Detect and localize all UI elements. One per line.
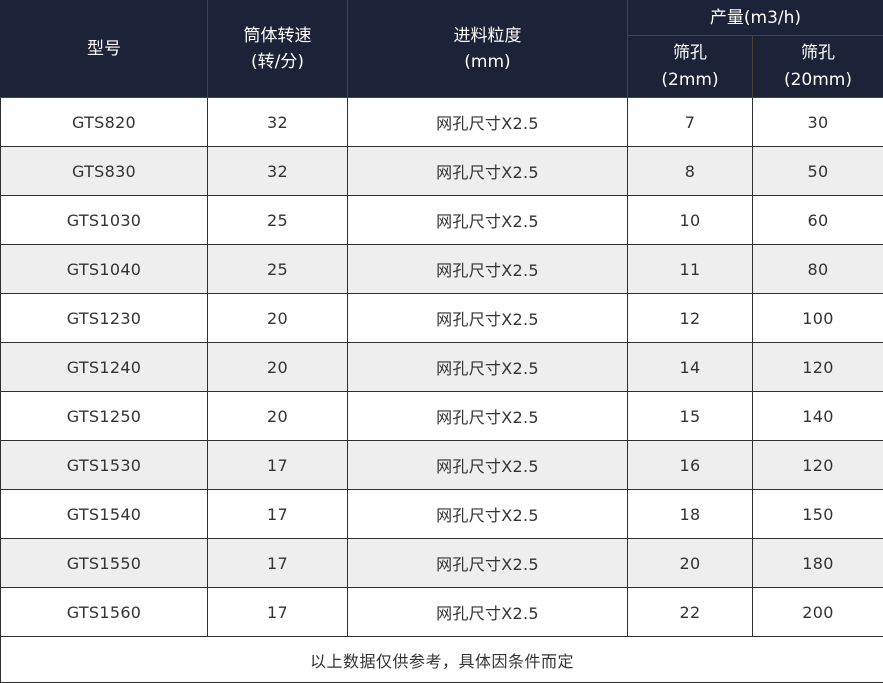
cell-output-sieve-2mm: 8 xyxy=(628,147,753,196)
cell-drum-speed: 17 xyxy=(208,588,348,637)
cell-output-sieve-20mm: 60 xyxy=(753,196,883,245)
cell-drum-speed: 32 xyxy=(208,147,348,196)
cell-feed-size: 网孔尺寸X2.5 xyxy=(348,539,628,588)
cell-output-sieve-20mm: 30 xyxy=(753,98,883,147)
column-header-sieve-20mm-unit: (20mm) xyxy=(759,67,877,93)
column-header-sieve-20mm: 筛孔 (20mm) xyxy=(753,36,883,98)
cell-drum-speed: 20 xyxy=(208,392,348,441)
cell-feed-size: 网孔尺寸X2.5 xyxy=(348,294,628,343)
cell-model: GTS1250 xyxy=(1,392,208,441)
cell-model: GTS1040 xyxy=(1,245,208,294)
cell-output-sieve-2mm: 16 xyxy=(628,441,753,490)
column-header-output-group: 产量(m3/h) xyxy=(628,1,883,36)
column-header-drum-speed: 筒体转速 (转/分) xyxy=(208,1,348,98)
table-header: 型号 筒体转速 (转/分) 进料粒度 (mm) 产量(m3/h) 筛孔 (2mm… xyxy=(1,1,883,98)
column-header-drum-speed-label: 筒体转速 xyxy=(214,23,341,49)
cell-output-sieve-20mm: 80 xyxy=(753,245,883,294)
cell-drum-speed: 20 xyxy=(208,343,348,392)
cell-drum-speed: 17 xyxy=(208,490,348,539)
specification-table-container: 型号 筒体转速 (转/分) 进料粒度 (mm) 产量(m3/h) 筛孔 (2mm… xyxy=(0,0,883,642)
cell-drum-speed: 17 xyxy=(208,441,348,490)
cell-feed-size: 网孔尺寸X2.5 xyxy=(348,147,628,196)
column-header-model-label: 型号 xyxy=(7,36,201,62)
cell-output-sieve-20mm: 50 xyxy=(753,147,883,196)
cell-drum-speed: 25 xyxy=(208,196,348,245)
cell-feed-size: 网孔尺寸X2.5 xyxy=(348,441,628,490)
cell-drum-speed: 25 xyxy=(208,245,348,294)
cell-output-sieve-2mm: 14 xyxy=(628,343,753,392)
cell-model: GTS1030 xyxy=(1,196,208,245)
cell-output-sieve-2mm: 18 xyxy=(628,490,753,539)
cell-feed-size: 网孔尺寸X2.5 xyxy=(348,588,628,637)
cell-output-sieve-2mm: 7 xyxy=(628,98,753,147)
cell-output-sieve-20mm: 100 xyxy=(753,294,883,343)
cell-output-sieve-20mm: 150 xyxy=(753,490,883,539)
cell-model: GTS1560 xyxy=(1,588,208,637)
cell-model: GTS820 xyxy=(1,98,208,147)
cell-model: GTS1230 xyxy=(1,294,208,343)
column-header-sieve-2mm-label: 筛孔 xyxy=(634,40,746,66)
cell-model: GTS1530 xyxy=(1,441,208,490)
cell-feed-size: 网孔尺寸X2.5 xyxy=(348,196,628,245)
cell-model: GTS830 xyxy=(1,147,208,196)
cell-drum-speed: 32 xyxy=(208,98,348,147)
cell-feed-size: 网孔尺寸X2.5 xyxy=(348,490,628,539)
column-header-sieve-2mm-unit: (2mm) xyxy=(634,67,746,93)
column-header-feed-size-label: 进料粒度 xyxy=(354,23,621,49)
cell-output-sieve-20mm: 200 xyxy=(753,588,883,637)
cell-output-sieve-20mm: 180 xyxy=(753,539,883,588)
footer-row: 以上数据仅供参考，具体因条件而定 xyxy=(1,637,883,683)
cell-feed-size: 网孔尺寸X2.5 xyxy=(348,343,628,392)
cell-output-sieve-20mm: 140 xyxy=(753,392,883,441)
column-header-feed-size-unit: (mm) xyxy=(354,49,621,75)
cell-drum-speed: 20 xyxy=(208,294,348,343)
cell-output-sieve-2mm: 15 xyxy=(628,392,753,441)
cell-feed-size: 网孔尺寸X2.5 xyxy=(348,392,628,441)
cell-model: GTS1240 xyxy=(1,343,208,392)
cell-output-sieve-20mm: 120 xyxy=(753,343,883,392)
cell-feed-size: 网孔尺寸X2.5 xyxy=(348,245,628,294)
cell-output-sieve-2mm: 12 xyxy=(628,294,753,343)
cell-model: GTS1550 xyxy=(1,539,208,588)
header-row-primary: 型号 筒体转速 (转/分) 进料粒度 (mm) 产量(m3/h) xyxy=(1,1,883,36)
column-header-model: 型号 xyxy=(1,1,208,98)
cell-feed-size: 网孔尺寸X2.5 xyxy=(348,98,628,147)
cell-drum-speed: 17 xyxy=(208,539,348,588)
column-header-drum-speed-unit: (转/分) xyxy=(214,49,341,75)
table-footer: 以上数据仅供参考，具体因条件而定 xyxy=(1,637,883,683)
column-header-feed-size: 进料粒度 (mm) xyxy=(348,1,628,98)
cell-output-sieve-2mm: 20 xyxy=(628,539,753,588)
column-header-sieve-2mm: 筛孔 (2mm) xyxy=(628,36,753,98)
column-header-output-group-label: 产量(m3/h) xyxy=(634,5,877,31)
cell-model: GTS1540 xyxy=(1,490,208,539)
cell-output-sieve-2mm: 10 xyxy=(628,196,753,245)
column-header-sieve-20mm-label: 筛孔 xyxy=(759,40,877,66)
cell-output-sieve-20mm: 120 xyxy=(753,441,883,490)
cell-output-sieve-2mm: 11 xyxy=(628,245,753,294)
footer-note: 以上数据仅供参考，具体因条件而定 xyxy=(1,637,883,683)
cell-output-sieve-2mm: 22 xyxy=(628,588,753,637)
